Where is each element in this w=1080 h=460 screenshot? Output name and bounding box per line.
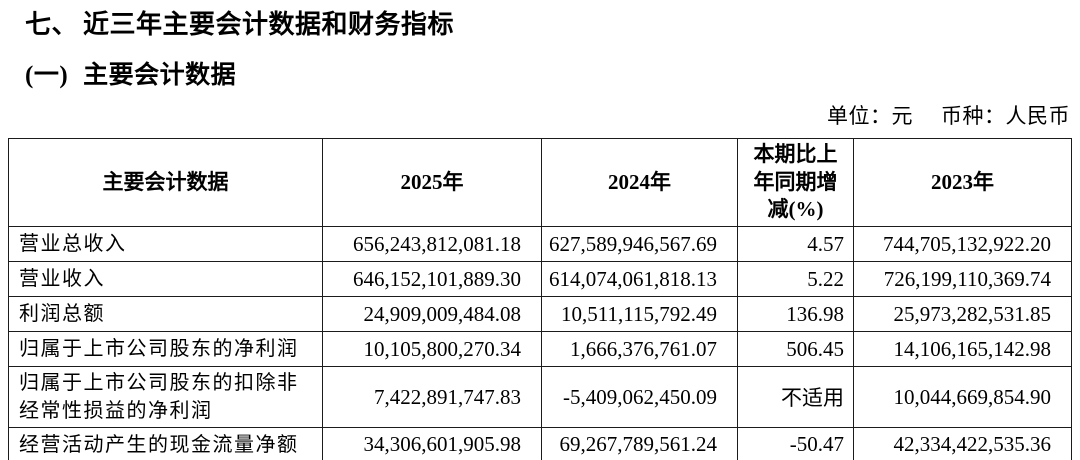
value-2023: 10,044,669,854.90 [853,366,1072,429]
value-2025: 34,306,601,905.98 [322,427,542,460]
row-label: 利润总额 [8,296,323,333]
table-header-row: 主要会计数据 2025年 2024年 本期比上 年同期增 减(%) 2023年 [8,137,1072,228]
value-2023: 25,973,282,531.85 [853,296,1072,333]
table-row: 归属于上市公司股东的净利润 10,105,800,270.34 1,666,37… [8,331,1072,368]
table-row: 经营活动产生的现金流量净额 34,306,601,905.98 69,267,7… [8,427,1072,460]
header-2023: 2023年 [853,137,1072,228]
row-label: 营业收入 [8,261,323,298]
row-label: 归属于上市公司股东的扣除非 经常性损益的净利润 [8,366,323,429]
value-change-pct: -50.47 [737,427,854,460]
header-2024: 2024年 [541,137,738,228]
section-number: 七、 [25,10,79,39]
value-2025: 7,422,891,747.83 [322,366,542,429]
value-2025: 24,909,009,484.08 [322,296,542,333]
value-2025: 646,152,101,889.30 [322,261,542,298]
value-2024: 1,666,376,761.07 [541,331,738,368]
value-change-pct: 不适用 [737,366,854,429]
unit-note: 单位：元 币种：人民币 [827,100,1070,130]
row-label: 经营活动产生的现金流量净额 [8,427,323,460]
table-row: 营业收入 646,152,101,889.30 614,074,061,818.… [8,261,1072,298]
value-2023: 726,199,110,369.74 [853,261,1072,298]
table-row: 归属于上市公司股东的扣除非 经常性损益的净利润 7,422,891,747.83… [8,366,1072,429]
currency-label: 币种：人民币 [941,104,1070,128]
value-2025: 10,105,800,270.34 [322,331,542,368]
row-label: 营业总收入 [8,226,323,263]
section-title: 七、 近三年主要会计数据和财务指标 [25,4,454,41]
value-2024: 614,074,061,818.13 [541,261,738,298]
value-2023: 744,705,132,922.20 [853,226,1072,263]
header-2025: 2025年 [322,137,542,228]
value-2024: -5,409,062,450.09 [541,366,738,429]
value-change-pct: 5.22 [737,261,854,298]
accounting-data-table: 主要会计数据 2025年 2024年 本期比上 年同期增 减(%) 2023年 … [8,137,1072,460]
table-row: 营业总收入 656,243,812,081.18 627,589,946,567… [8,226,1072,263]
value-2024: 627,589,946,567.69 [541,226,738,263]
value-2024: 69,267,789,561.24 [541,427,738,460]
value-change-pct: 136.98 [737,296,854,333]
unit-label: 单位：元 [827,104,913,128]
subsection-title: (一) 主要会计数据 [25,55,236,91]
value-2024: 10,511,115,792.49 [541,296,738,333]
subsection-title-text: 主要会计数据 [83,62,237,89]
header-change-pct: 本期比上 年同期增 减(%) [737,137,854,228]
subsection-number: (一) [25,62,69,89]
value-change-pct: 4.57 [737,226,854,263]
row-label: 归属于上市公司股东的净利润 [8,331,323,368]
section-title-text: 近三年主要会计数据和财务指标 [83,10,455,39]
value-2023: 14,106,165,142.98 [853,331,1072,368]
value-change-pct: 506.45 [737,331,854,368]
value-2023: 42,334,422,535.36 [853,427,1072,460]
value-2025: 656,243,812,081.18 [322,226,542,263]
header-main-data: 主要会计数据 [8,137,323,228]
table-row: 利润总额 24,909,009,484.08 10,511,115,792.49… [8,296,1072,333]
